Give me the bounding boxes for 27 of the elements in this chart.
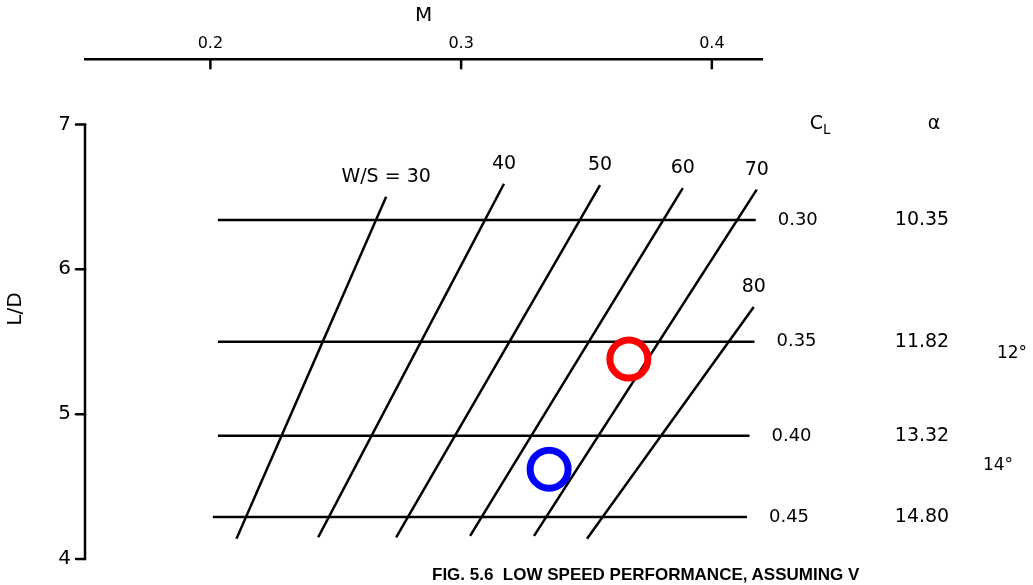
text: 13.32 <box>894 422 950 445</box>
text: 12° <box>996 342 1028 363</box>
text: α <box>927 111 941 134</box>
y-axis-title: L/D <box>2 292 27 326</box>
y-tick-label: 6 <box>58 255 71 280</box>
text: 14° <box>982 454 1014 475</box>
caption: FIG. 5.6 LOW SPEED PERFORMANCE, ASSUMING V <box>432 565 860 585</box>
series-label: W/S = 30 <box>341 163 431 186</box>
x-axis-title: M <box>414 2 433 27</box>
x-tick-label: 0.4 <box>699 32 725 52</box>
text: 10.35 <box>894 206 950 229</box>
series-label: 0.40 <box>771 423 812 445</box>
y-tick-label: 4 <box>58 545 71 570</box>
series-label: 0.30 <box>777 207 818 229</box>
series-label: 70 <box>744 156 769 179</box>
series-label: 80 <box>741 273 766 296</box>
x-tick-label: 0.2 <box>197 32 224 52</box>
y-tick-label: 5 <box>58 400 71 425</box>
x-tick-label: 0.3 <box>448 32 474 52</box>
y-tick-label: 7 <box>58 110 71 135</box>
series-label: 0.45 <box>768 504 810 526</box>
text: 14.80 <box>894 503 950 526</box>
series-label: 50 <box>587 152 613 175</box>
series-label: 0.35 <box>776 329 817 351</box>
series-label: 60 <box>670 155 695 178</box>
series-label: 40 <box>491 150 517 173</box>
text: 11.82 <box>894 328 950 351</box>
